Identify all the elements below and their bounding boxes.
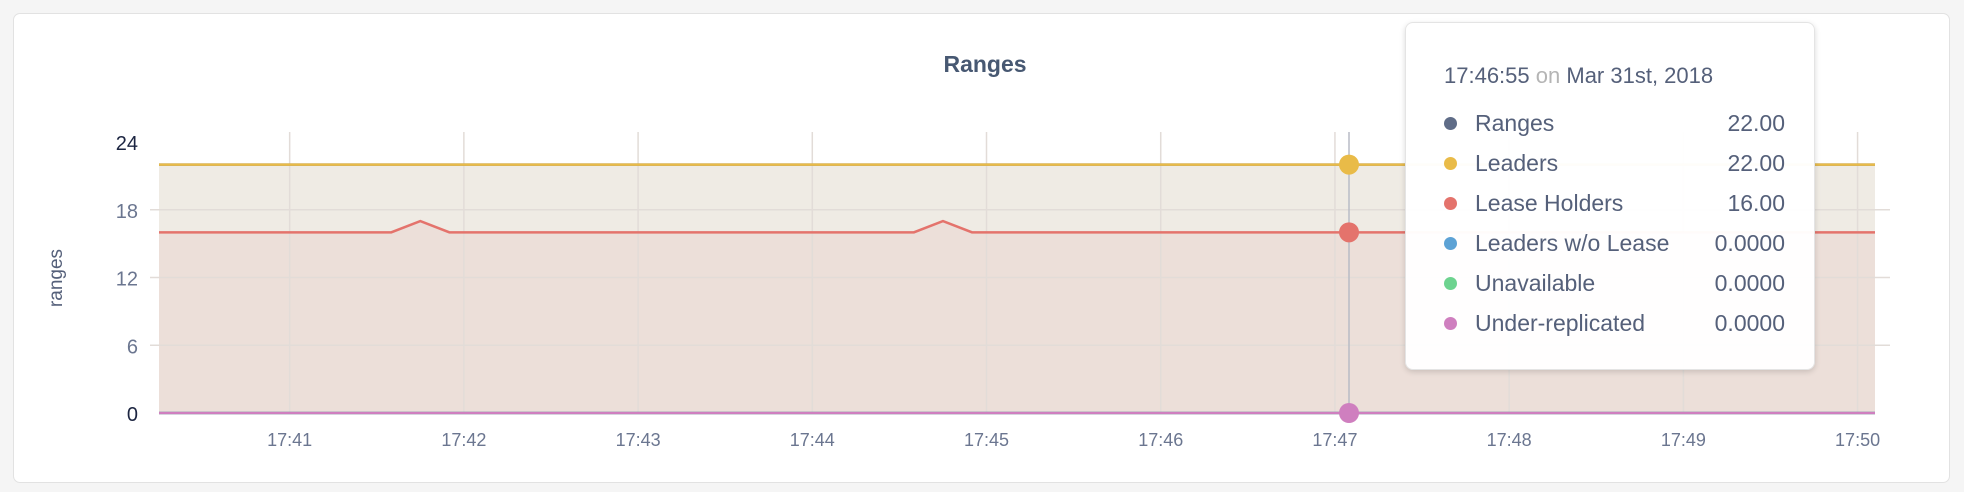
- series-dot-icon: [1444, 276, 1457, 290]
- y-tick-label: 0: [127, 404, 138, 426]
- series-dot-icon: [1444, 196, 1457, 210]
- series-dot-icon: [1444, 156, 1457, 170]
- tooltip-row: Leaders 22.00: [1444, 143, 1814, 183]
- x-tick-label: 17:41: [267, 430, 312, 450]
- tooltip-row-label: Leaders: [1475, 149, 1559, 176]
- x-tick-label: 17:49: [1661, 430, 1706, 450]
- series-line-lease-holders: [159, 219, 1875, 234]
- tooltip-date: Mar 31st, 2018: [1566, 63, 1714, 88]
- x-tick-label: 17:42: [441, 430, 486, 450]
- tooltip-row: Under-replicated 0.0000: [1444, 303, 1814, 343]
- tooltip-row-value: 0.0000: [1714, 229, 1785, 256]
- tooltip-row-value: 22.00: [1727, 109, 1785, 136]
- x-tick-label: 17:44: [790, 430, 835, 450]
- series-dot-icon: [1444, 116, 1457, 130]
- y-tick-label: 24: [116, 133, 138, 155]
- tooltip-row-value: 16.00: [1727, 189, 1785, 216]
- tooltip-row-label: Unavailable: [1475, 269, 1596, 296]
- y-axis-label: ranges: [46, 249, 67, 307]
- y-tick-label: 12: [116, 269, 138, 291]
- x-tick-label: 17:48: [1487, 430, 1532, 450]
- hover-point-marker: [1339, 222, 1359, 243]
- tooltip-row-value: 22.00: [1727, 149, 1785, 176]
- tooltip-row: Unavailable 0.0000: [1444, 263, 1814, 303]
- x-tick-label: 17:45: [964, 430, 1009, 450]
- tooltip-row-label: Ranges: [1475, 109, 1555, 136]
- tooltip-on: on: [1535, 63, 1561, 88]
- x-tick-label: 17:43: [616, 430, 661, 450]
- x-tick-label: 17:46: [1138, 430, 1183, 450]
- series-dot-icon: [1444, 236, 1457, 250]
- hover-tooltip: 17:46:55 on Mar 31st, 2018 Ranges 22.00 …: [1405, 22, 1815, 370]
- tooltip-header: 17:46:55 on Mar 31st, 2018: [1444, 63, 1814, 89]
- tooltip-time: 17:46:55: [1444, 63, 1530, 88]
- chart-title: Ranges: [943, 51, 1026, 77]
- y-tick-label: 18: [116, 201, 138, 223]
- tooltip-row: Lease Holders 16.00: [1444, 183, 1814, 223]
- hover-point-marker: [1339, 403, 1359, 423]
- tooltip-row-label: Leaders w/o Lease: [1475, 229, 1670, 256]
- x-tick-label: 17:50: [1835, 430, 1880, 450]
- y-tick-label: 6: [127, 336, 138, 358]
- x-tick-label: 17:47: [1312, 430, 1357, 450]
- series-dot-icon: [1444, 316, 1457, 330]
- tooltip-row: Leaders w/o Lease 0.0000: [1444, 223, 1814, 263]
- tooltip-row-label: Lease Holders: [1475, 189, 1624, 216]
- tooltip-row-label: Under-replicated: [1475, 309, 1646, 336]
- hover-point-marker: [1339, 154, 1359, 175]
- tooltip-row-value: 0.0000: [1714, 309, 1785, 336]
- tooltip-row: Ranges 22.00: [1444, 103, 1814, 143]
- tooltip-row-value: 0.0000: [1714, 269, 1785, 296]
